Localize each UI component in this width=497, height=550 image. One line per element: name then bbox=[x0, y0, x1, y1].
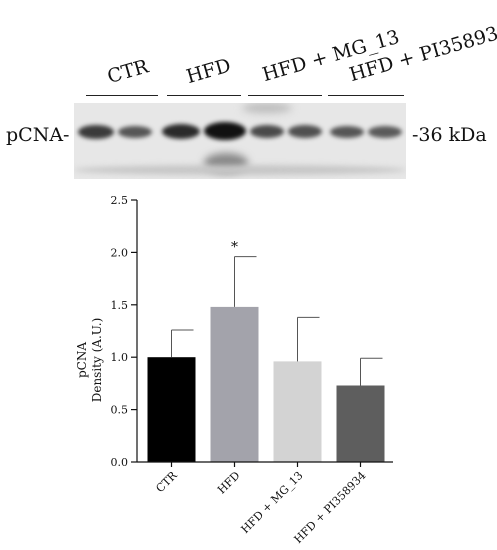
blot-band bbox=[78, 125, 114, 139]
blot-band bbox=[162, 124, 200, 139]
blot-group-line-hfd-mg13 bbox=[248, 95, 322, 96]
blot-band bbox=[330, 126, 364, 138]
y-axis-label-line1: pCNA bbox=[75, 342, 89, 378]
y-axis: 0.0 0.5 1.0 1.5 2.0 2.5 bbox=[111, 194, 138, 469]
blot-group-line-ctr bbox=[86, 95, 158, 96]
x-tick-label: CTR bbox=[153, 468, 180, 495]
bar bbox=[210, 306, 259, 462]
blot-band bbox=[288, 125, 322, 138]
bars: * bbox=[147, 240, 385, 462]
blot-band bbox=[250, 125, 284, 138]
y-axis-label-line2: Density (A.U.) bbox=[90, 318, 104, 403]
y-tick-label: 1.0 bbox=[111, 351, 129, 364]
y-tick-label: 2.5 bbox=[111, 194, 129, 207]
y-tick-label: 0.0 bbox=[111, 456, 129, 469]
molecular-weight-label: -36 kDa bbox=[412, 124, 487, 146]
bar bbox=[273, 361, 322, 462]
bar bbox=[147, 357, 196, 462]
significance-marker: * bbox=[231, 240, 238, 256]
y-tick-label: 1.5 bbox=[111, 299, 129, 312]
blot-band bbox=[368, 126, 402, 138]
x-tick-label: HFD bbox=[215, 469, 243, 497]
blot-image bbox=[74, 103, 406, 179]
blot-smudge bbox=[74, 165, 406, 175]
y-tick-label: 2.0 bbox=[111, 246, 129, 259]
blot-smudge bbox=[242, 103, 292, 113]
blot-band bbox=[204, 122, 246, 140]
blot-lane-label-ctr: CTR bbox=[104, 55, 151, 88]
y-tick-label: 0.5 bbox=[111, 404, 129, 417]
bar bbox=[336, 385, 385, 462]
blot-group-line-hfd-pi358934 bbox=[328, 95, 404, 96]
protein-label: pCNA- bbox=[6, 124, 70, 146]
western-blot-panel: CTR HFD HFD + MG_13 HFD + PI358934 pCNA-… bbox=[0, 0, 497, 190]
blot-group-line-hfd bbox=[167, 95, 241, 96]
blot-band bbox=[118, 126, 152, 138]
x-tick-label: HFD + MG_13 bbox=[239, 469, 306, 536]
blot-lane-label-hfd: HFD bbox=[183, 54, 234, 88]
